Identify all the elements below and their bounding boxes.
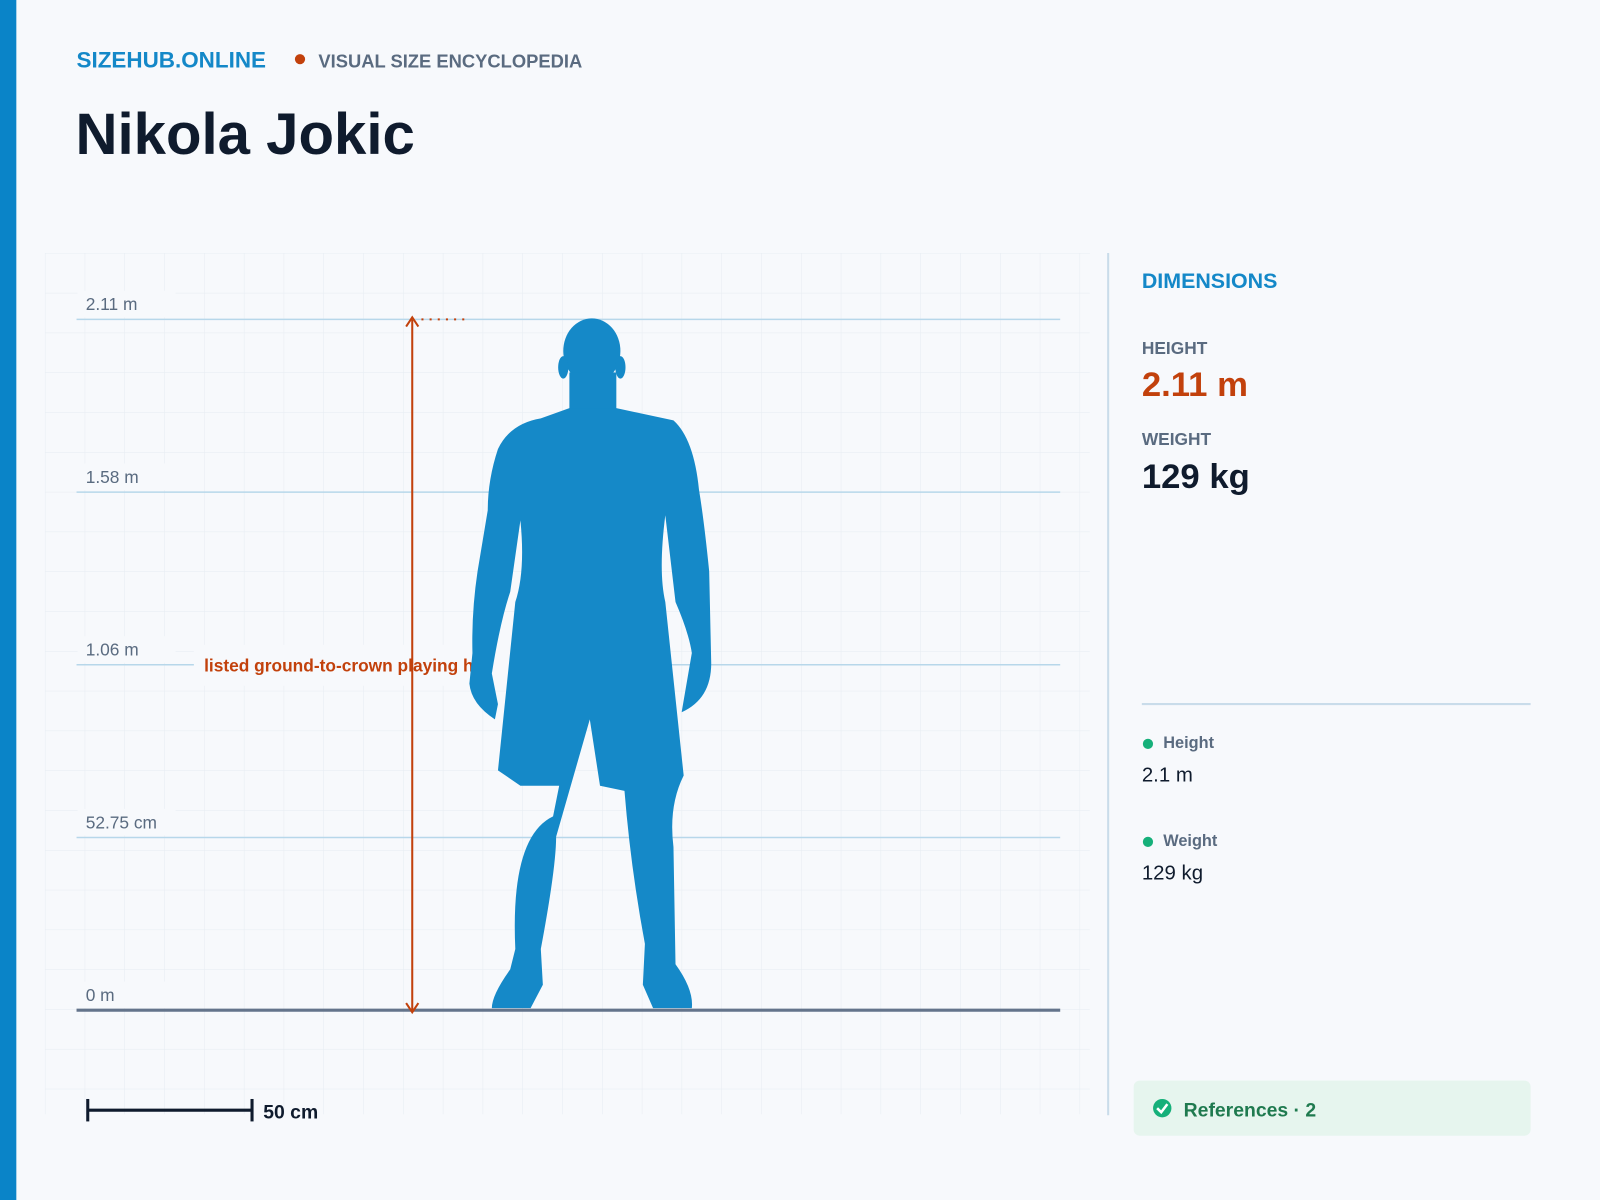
page-title: Nikola Jokic: [76, 102, 415, 167]
references-label[interactable]: References · 2: [1184, 1099, 1316, 1121]
fact-dot: [1142, 836, 1154, 847]
weight-value: 129 kg: [1142, 458, 1250, 496]
fact-label: Height: [1163, 734, 1214, 752]
tick-label: 2.11 m: [86, 294, 138, 314]
separator-dot: [294, 54, 306, 65]
height-arrow: [405, 315, 468, 1015]
scale-bar: [86, 1098, 254, 1122]
height-value: 2.11 m: [1142, 366, 1248, 404]
tick-label: 52.75 cm: [86, 812, 157, 832]
tick-label-bg: [77, 808, 176, 836]
scale-bar-label: 50 cm: [263, 1101, 318, 1123]
references-button[interactable]: References · 2: [1133, 1080, 1531, 1136]
annotation: listed ground-to-crown playing he: [204, 655, 484, 675]
annotation-bg: [193, 644, 511, 686]
tick-label-bg: [77, 463, 176, 491]
tick-label: 1.06 m: [86, 640, 139, 660]
height-scale: 0 m 52.75 cm 1.06 m 1.58 m 2.11 m: [76, 290, 1061, 1012]
fact-value: 129 kg: [1142, 863, 1203, 885]
tick-label-bg: [77, 290, 176, 318]
silhouette: [469, 318, 712, 1009]
tick-label: 1.58 m: [86, 467, 139, 487]
fact-dot: [1142, 738, 1154, 749]
tagline: VISUAL SIZE ENCYCLOPEDIA: [318, 50, 582, 71]
weight-label: WEIGHT: [1142, 429, 1212, 449]
fact-label: Weight: [1163, 832, 1218, 850]
tick-label-bg: [77, 636, 176, 663]
tick-label-bg: [77, 981, 176, 1009]
fact-value: 2.1 m: [1142, 765, 1193, 787]
sidebar-heading: DIMENSIONS: [1142, 269, 1278, 293]
tick-label: 0 m: [86, 985, 115, 1005]
brand[interactable]: SIZEHUB.ONLINE: [77, 47, 267, 72]
height-label: HEIGHT: [1142, 338, 1208, 358]
accent-bar: [0, 0, 17, 1200]
